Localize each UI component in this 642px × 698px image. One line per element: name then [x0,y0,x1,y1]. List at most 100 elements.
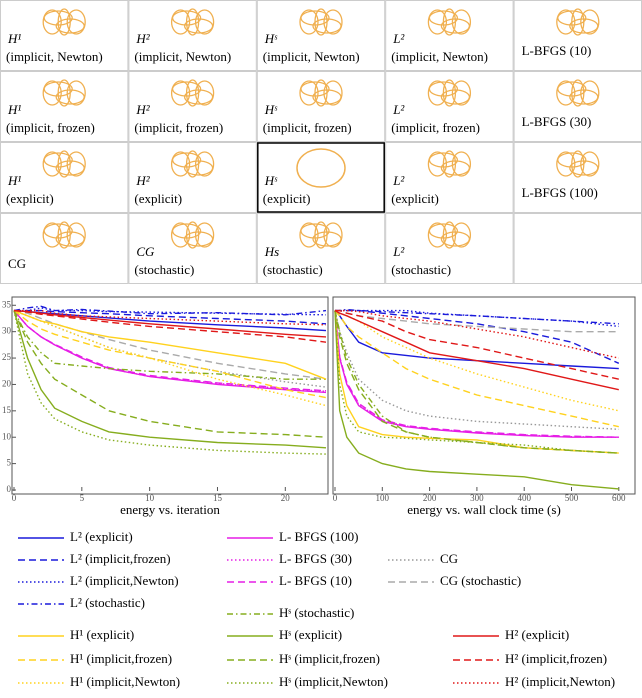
series-line [13,309,327,343]
legend-label: L² (implicit,Newton) [70,573,179,588]
x-axis-title: energy vs. iteration [120,502,220,517]
y-tick-label: 15 [2,405,12,415]
thumbnail-curve [194,9,215,35]
grid-cell [128,0,257,71]
thumbnail-curve [55,160,85,176]
grid-cell [385,71,514,142]
y-tick-label: 30 [2,326,12,336]
thumbnail-curve [55,89,85,105]
series-line [334,309,619,412]
grid-cell [256,0,386,71]
thumbnail-curve [300,223,330,239]
cell-label: L-BFGS (10) [522,43,592,58]
cell-label: H² [135,173,150,188]
cell-note: (explicit) [134,191,182,206]
series-line [13,310,327,449]
grid-cell [0,0,129,71]
grid-cell [385,0,514,71]
series-line [335,309,619,380]
thumbnail-curve [43,81,73,97]
cell-label: Hˢ [264,102,278,117]
x-tick-label: 10 [145,493,155,503]
legend-label: H¹ (implicit,frozen) [70,651,172,666]
cell-label: CG [136,244,155,259]
series-line [335,309,619,333]
y-tick-label: 5 [7,458,12,468]
thumbnail-curve [296,148,346,188]
thumbnail-curve [451,151,472,177]
thumbnail-curve [428,223,459,239]
thumbnail-curve [42,151,62,177]
grid-cell [513,213,642,284]
series-line [13,305,327,316]
legend-label: CG (stochastic) [440,573,521,588]
thumbnail-curve [580,80,600,106]
series-line [13,310,327,399]
x-tick-label: 15 [213,493,223,503]
cell-label: L-BFGS (30) [522,114,592,129]
series-line [334,309,619,391]
thumbnail-curve [312,89,342,105]
cell-label: Hs [264,244,279,259]
y-tick-label: 25 [2,352,12,362]
series-line [14,307,327,316]
thumbnail-curve [440,231,471,247]
x-tick-label: 600 [612,493,626,503]
grid-cell [385,142,514,213]
thumbnail-curve [170,9,191,35]
cell-label: L² [392,244,405,259]
series-line [13,309,327,380]
x-tick-label: 0 [333,493,338,503]
series-line [14,309,327,326]
cell-label: Hˢ [264,173,278,188]
grid-cell [0,213,129,284]
thumbnail-curve [427,151,448,177]
legend-label: Hˢ (stochastic) [279,605,354,620]
thumbnail-curve [580,9,600,35]
thumbnail-curve [569,18,599,34]
thumbnail-curve [580,151,600,177]
cell-label: H² [135,102,150,117]
series-line [13,310,327,455]
series-line [14,309,327,325]
legend-label: Hˢ (implicit,Newton) [279,674,388,689]
thumbnail-curve [427,9,448,35]
thumbnail-curve [312,18,342,34]
cell-label: H² [135,31,150,46]
cell-label: L-BFGS (100) [522,185,598,200]
thumbnail-curve [440,89,471,105]
cell-note: (implicit, Newton) [263,49,360,64]
thumbnail-curve [55,231,85,247]
x-axis-title: energy vs. wall clock time (s) [407,502,561,517]
legend-label: H¹ (explicit) [70,627,134,642]
series-line [13,309,327,380]
thumbnail-curve [323,9,343,35]
y-tick-label: 0 [7,484,12,494]
thumbnail-curve [183,160,214,176]
thumbnail-curve [170,80,191,106]
grid-cell [128,71,257,142]
thumbnail-curve [428,10,459,26]
cell-note: (implicit, frozen) [391,120,480,135]
x-tick-label: 200 [423,493,437,503]
series-line [334,310,619,454]
thumbnail-curve [323,80,343,106]
x-tick-label: 400 [517,493,531,503]
legend-label: L- BFGS (10) [279,573,352,588]
thumbnail-curve [42,222,62,248]
thumbnail-curve [171,10,202,26]
thumbnail-curve [451,222,472,248]
cell-note: (stochastic) [391,262,451,277]
thumbnail-curve [43,152,73,168]
cell-note: (implicit, frozen) [134,120,223,135]
series-line [334,310,619,428]
legend-label: L² (implicit,frozen) [70,551,171,566]
y-tick-label: 20 [2,379,12,389]
thumbnail-curve [66,151,86,177]
thumbnail-curve [171,223,202,239]
series-line [334,310,619,438]
thumbnail-curve [427,222,448,248]
chart-frame [332,296,636,495]
x-tick-label: 300 [470,493,484,503]
